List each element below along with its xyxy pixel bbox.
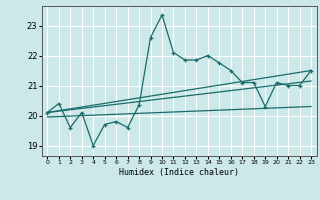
X-axis label: Humidex (Indice chaleur): Humidex (Indice chaleur) — [119, 168, 239, 177]
